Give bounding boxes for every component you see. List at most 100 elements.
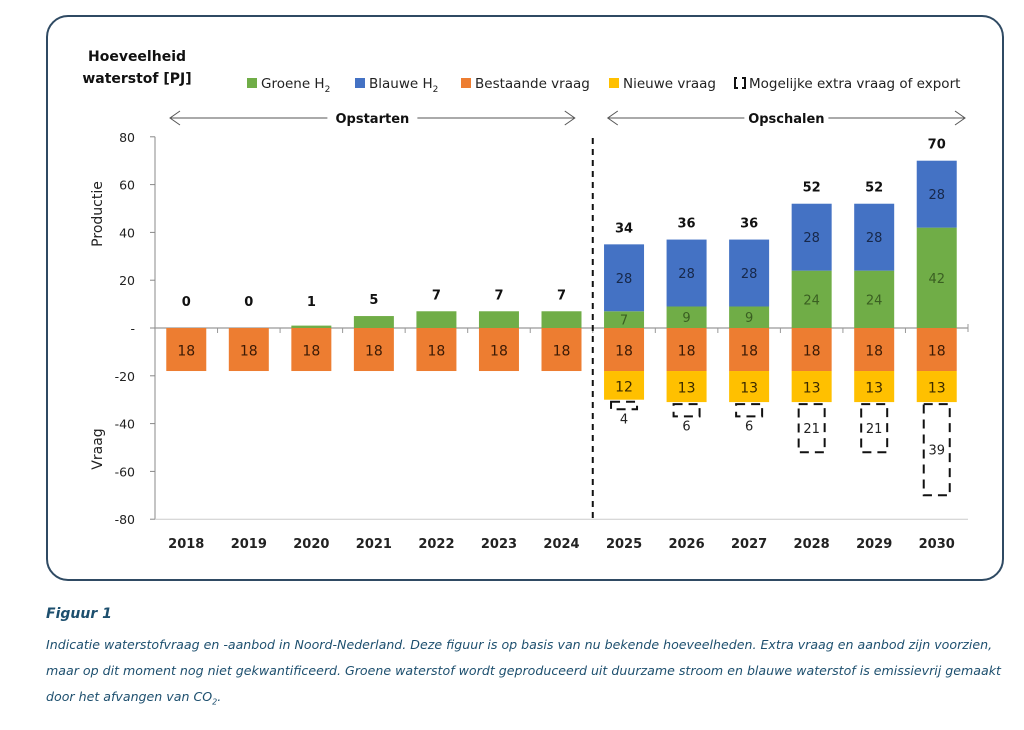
bar-nieuwe bbox=[666, 371, 707, 403]
x-tick-label: 2030 bbox=[919, 537, 955, 552]
bar-label-blauwe: 28 bbox=[616, 272, 633, 287]
bar-label-extra: 6 bbox=[682, 419, 690, 434]
bar-extra-dashed bbox=[797, 403, 826, 454]
x-tick-label: 2025 bbox=[606, 537, 642, 552]
bar-extra-dashed bbox=[672, 403, 701, 418]
figure-caption: Indicatie waterstofvraag en -aanbod in N… bbox=[46, 632, 1006, 716]
bar-label-bestaande: 18 bbox=[428, 344, 446, 360]
x-tick-label: 2020 bbox=[293, 537, 329, 552]
legend-groene-swatch bbox=[247, 78, 257, 88]
bar-label-blauwe: 28 bbox=[678, 267, 695, 282]
bar-nieuwe bbox=[854, 371, 895, 403]
bar-total-label: 7 bbox=[432, 288, 441, 303]
bar-nieuwe bbox=[604, 371, 645, 400]
bar-groene bbox=[353, 316, 394, 328]
chart-frame bbox=[46, 15, 1004, 581]
figure-title: Figuur 1 bbox=[46, 606, 112, 622]
y-axis-label-productie: Productie bbox=[90, 181, 106, 247]
bar-groene bbox=[729, 306, 770, 328]
chart-title-line2: waterstof [PJ] bbox=[82, 71, 191, 87]
bar-label-nieuwe: 13 bbox=[740, 381, 758, 397]
x-tick-label: 2022 bbox=[418, 537, 454, 552]
y-tick-label: 80 bbox=[119, 130, 135, 145]
phase-arrow-left-icon bbox=[606, 110, 619, 126]
bar-label-bestaande: 18 bbox=[865, 344, 883, 360]
bar-label-bestaande: 18 bbox=[490, 344, 508, 360]
bar-nieuwe bbox=[916, 371, 957, 403]
bar-label-blauwe: 28 bbox=[866, 231, 883, 246]
bar-total-label: 5 bbox=[369, 293, 378, 308]
bar-extra-dashed bbox=[610, 400, 639, 411]
bar-total-label: 0 bbox=[182, 295, 191, 310]
bar-groene bbox=[854, 270, 895, 328]
phase-arrow-right-icon bbox=[564, 110, 576, 126]
x-tick-label: 2026 bbox=[668, 537, 704, 552]
bar-groene bbox=[791, 270, 832, 328]
bar-bestaande bbox=[916, 328, 957, 372]
phase-arrow-right-icon bbox=[954, 110, 966, 126]
bar-blauwe bbox=[791, 203, 832, 271]
bar-label-groene: 9 bbox=[682, 311, 690, 326]
bar-label-bestaande: 18 bbox=[553, 344, 571, 360]
y-axis-label-vraag: Vraag bbox=[90, 428, 106, 469]
bar-label-blauwe: 28 bbox=[803, 231, 820, 246]
x-tick-label: 2021 bbox=[356, 537, 392, 552]
y-tick-label: 20 bbox=[119, 273, 135, 288]
bar-label-blauwe: 28 bbox=[928, 188, 945, 203]
bar-label-bestaande: 18 bbox=[740, 344, 758, 360]
legend-nieuwe-swatch bbox=[609, 78, 619, 88]
bar-total-label: 36 bbox=[740, 217, 758, 232]
legend-blauwe-label: Blauwe H2 bbox=[369, 76, 438, 95]
legend-bestaande-swatch bbox=[461, 78, 471, 88]
bar-bestaande bbox=[729, 328, 770, 372]
bar-label-extra: 21 bbox=[866, 422, 883, 437]
bar-label-groene: 24 bbox=[866, 293, 883, 308]
bar-label-nieuwe: 13 bbox=[678, 381, 696, 397]
bar-groene bbox=[291, 325, 332, 328]
bar-groene bbox=[416, 311, 457, 328]
bar-label-extra: 6 bbox=[745, 419, 753, 434]
bar-total-label: 7 bbox=[557, 288, 566, 303]
bar-total-label: 34 bbox=[615, 221, 633, 236]
bar-blauwe bbox=[604, 244, 645, 312]
x-tick-label: 2028 bbox=[794, 537, 830, 552]
bar-blauwe bbox=[666, 239, 707, 307]
bar-label-groene: 42 bbox=[928, 272, 945, 287]
phase-label: Opstarten bbox=[335, 112, 409, 127]
caption-end: . bbox=[217, 689, 222, 704]
bar-extra-dashed bbox=[860, 403, 889, 454]
bar-bestaande bbox=[791, 328, 832, 372]
legend-groene-label: Groene H2 bbox=[261, 76, 330, 95]
caption-text: Indicatie waterstofvraag en -aanbod in N… bbox=[46, 637, 1001, 704]
caption-subscript: 2 bbox=[212, 697, 218, 707]
bar-nieuwe bbox=[791, 371, 832, 403]
bar-blauwe bbox=[729, 239, 770, 307]
bar-label-bestaande: 18 bbox=[803, 344, 821, 360]
y-tick-label: - bbox=[130, 321, 135, 336]
bar-total-label: 1 bbox=[307, 295, 316, 310]
bar-label-nieuwe: 12 bbox=[615, 379, 633, 395]
bar-label-nieuwe: 13 bbox=[928, 381, 946, 397]
bar-label-groene: 7 bbox=[620, 314, 628, 329]
bar-groene bbox=[478, 311, 519, 328]
bar-blauwe bbox=[854, 203, 895, 271]
bar-label-bestaande: 18 bbox=[240, 344, 258, 360]
bar-bestaande bbox=[854, 328, 895, 372]
bar-label-nieuwe: 13 bbox=[803, 381, 821, 397]
bar-label-bestaande: 18 bbox=[678, 344, 696, 360]
bar-groene bbox=[604, 311, 645, 328]
y-tick-label: -60 bbox=[115, 464, 135, 479]
bar-bestaande bbox=[228, 328, 269, 372]
legend-nieuwe-label: Nieuwe vraag bbox=[623, 76, 716, 92]
bar-total-label: 52 bbox=[803, 181, 821, 196]
y-tick-label: 40 bbox=[119, 225, 135, 240]
x-tick-label: 2023 bbox=[481, 537, 517, 552]
bar-groene bbox=[666, 306, 707, 328]
bar-extra-dashed bbox=[735, 403, 764, 418]
bar-total-label: 70 bbox=[928, 138, 946, 153]
x-tick-label: 2029 bbox=[856, 537, 892, 552]
bar-label-bestaande: 18 bbox=[615, 344, 633, 360]
phase-label: Opschalen bbox=[748, 112, 824, 127]
bar-bestaande bbox=[478, 328, 519, 372]
y-tick-label: -20 bbox=[115, 369, 135, 384]
